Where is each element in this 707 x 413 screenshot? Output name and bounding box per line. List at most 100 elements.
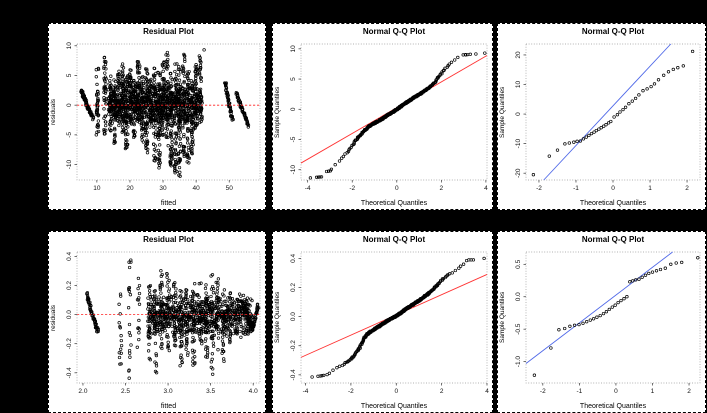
y-tick-label: -0.4: [66, 367, 73, 379]
x-tick-label: -4: [305, 185, 311, 192]
x-tick-label: 2: [440, 388, 444, 395]
plot-title: Normal Q-Q Plot: [581, 235, 645, 244]
axis-ticks: 10 20 30 40 50 -10 -5 0 5 10: [66, 42, 233, 192]
x-axis-label: fitted: [160, 200, 177, 207]
plot-canvas: -2 -1 0 1 2 -1.0 -0.5 0.0 0.5: [515, 251, 701, 395]
y-tick-label: -20: [515, 168, 522, 178]
y-tick-label: -5: [66, 132, 73, 138]
y-tick-label: -0.5: [515, 323, 522, 335]
panel-qq-top-middle: Normal Q-Q Plot Sample Quantiles -4 -2 0 2 4…: [272, 23, 493, 210]
panel-qq-bottom-right: Normal Q-Q Plot Sample Quantiles -2 -1 0 1 2…: [497, 231, 706, 413]
y-tick-label: -10: [66, 159, 73, 169]
plot-canvas: 2.0 2.5 3.0 3.5 4.0 -0.4 -0.2 0.0 0.2 0.4: [66, 251, 261, 395]
y-tick-label: -0.2: [66, 338, 73, 350]
x-tick-label: -2: [540, 388, 546, 395]
qq-reference-line: [543, 43, 672, 181]
data-points: [310, 256, 486, 379]
x-axis-label: Theoretical Quantiles: [579, 403, 647, 410]
y-tick-label: -10: [515, 139, 522, 149]
y-tick-label: 0.2: [290, 283, 297, 292]
y-tick-label: 0.0: [66, 310, 73, 319]
x-tick-label: -1: [573, 185, 579, 192]
y-tick-label: 0: [515, 112, 522, 116]
x-tick-label: 1: [648, 185, 652, 192]
x-tick-label: 50: [226, 185, 234, 192]
x-tick-label: -2: [536, 185, 542, 192]
y-tick-label: 10: [515, 81, 522, 89]
x-tick-label: -4: [303, 388, 309, 395]
x-axis-label: Theoretical Quantiles: [360, 200, 428, 207]
plot-title: Residual Plot: [143, 235, 194, 244]
y-tick-label: 0: [290, 107, 297, 111]
x-tick-label: 4: [485, 388, 489, 395]
plot-title: Normal Q-Q Plot: [362, 235, 426, 244]
x-tick-label: 2.5: [121, 388, 130, 395]
data-points: [308, 51, 487, 180]
data-points: [85, 258, 261, 380]
y-tick-label: -0.2: [290, 340, 297, 352]
y-tick-label: -0.4: [290, 369, 297, 381]
y-tick-label: -10: [290, 165, 297, 175]
y-tick-label: 20: [515, 51, 522, 59]
x-tick-label: 30: [159, 185, 167, 192]
plot-canvas: -4 -2 0 2 4 -10 -5 0 5 10: [290, 43, 488, 192]
data-points: [531, 49, 695, 177]
x-tick-label: -2: [349, 185, 355, 192]
x-tick-label: 2.0: [78, 388, 87, 395]
x-tick-label: 0: [614, 388, 618, 395]
data-points: [79, 48, 251, 178]
x-axis-label: Theoretical Quantiles: [579, 200, 647, 207]
x-tick-label: 20: [126, 185, 134, 192]
plot-title: Residual Plot: [143, 27, 194, 36]
x-tick-label: 0: [395, 185, 399, 192]
plot-canvas: -4 -2 0 2 4 -0.4 -0.2 0.0 0.2 0.4: [290, 251, 489, 395]
axis-ticks: 2.0 2.5 3.0 3.5 4.0 -0.4 -0.2 0.0 0.2 0.4: [66, 251, 258, 395]
y-tick-label: 10: [66, 42, 73, 50]
y-tick-label: -1.0: [515, 356, 522, 368]
x-axis-label: fitted: [160, 403, 177, 410]
qq-reference-line: [525, 251, 673, 364]
axis-ticks: -2 -1 0 1 2 -1.0 -0.5 0.0 0.5: [515, 259, 691, 395]
y-tick-label: 0.0: [290, 312, 297, 321]
data-points: [532, 256, 700, 377]
y-tick-label: 10: [290, 45, 297, 53]
y-tick-label: -5: [290, 136, 297, 142]
panel-qq-bottom-middle: Normal Q-Q Plot Sample Quantiles -4 -2 0 2 4…: [272, 231, 493, 413]
x-tick-label: 2: [440, 185, 444, 192]
x-axis-label: Theoretical Quantiles: [360, 403, 428, 410]
plot-box: [525, 251, 701, 384]
y-tick-label: 5: [290, 77, 297, 81]
x-tick-label: -2: [348, 388, 354, 395]
x-tick-label: -1: [576, 388, 582, 395]
plot-title: Normal Q-Q Plot: [581, 27, 645, 36]
y-tick-label: 5: [66, 73, 73, 77]
panel-qq-top-right: Normal Q-Q Plot Sample Quantiles -2 -1 0 1 2…: [497, 23, 706, 210]
plot-box: [525, 43, 701, 181]
x-tick-label: 2: [687, 388, 691, 395]
x-tick-label: 4.0: [249, 388, 258, 395]
panel-residual-top-left: Residual Plot residuals 10 20 30 40 50 -10 -5 0…: [48, 23, 266, 210]
plot-title: Normal Q-Q Plot: [362, 27, 426, 36]
axis-ticks: -4 -2 0 2 4 -10 -5 0 5 10: [290, 45, 488, 192]
x-tick-label: 1: [651, 388, 655, 395]
panel-residual-bottom-left: Residual Plot residuals 2.0 2.5 3.0 3.5 4.0-…: [48, 231, 266, 413]
y-tick-label: 0.2: [66, 281, 73, 290]
x-tick-label: 4: [484, 185, 488, 192]
x-tick-label: 0: [394, 388, 398, 395]
y-tick-label: 0.5: [515, 259, 522, 268]
y-tick-label: 0: [66, 103, 73, 107]
plot-canvas: 10 20 30 40 50 -10 -5 0 5 10: [66, 42, 261, 192]
x-tick-label: 10: [93, 185, 101, 192]
x-tick-label: 3.0: [164, 388, 173, 395]
y-tick-label: 0.0: [515, 292, 522, 301]
y-tick-label: 0.4: [290, 254, 297, 263]
x-tick-label: 0: [611, 185, 615, 192]
x-tick-label: 3.5: [206, 388, 215, 395]
axis-ticks: -4 -2 0 2 4 -0.4 -0.2 0.0 0.2 0.4: [290, 254, 489, 395]
x-tick-label: 40: [193, 185, 201, 192]
y-tick-label: 0.4: [66, 251, 73, 260]
x-tick-label: 2: [685, 185, 689, 192]
